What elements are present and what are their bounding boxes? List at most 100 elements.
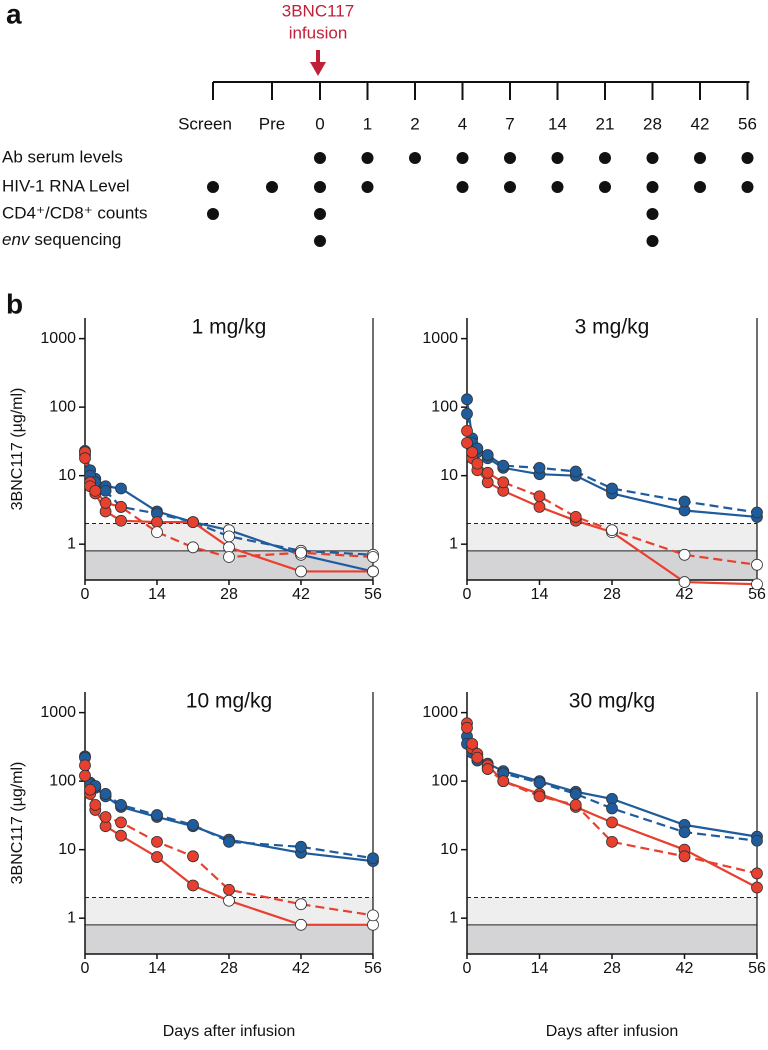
- data-point: [569, 465, 582, 478]
- data-point: [295, 918, 307, 931]
- series-line: [465, 727, 758, 875]
- schedule-dot: [551, 152, 564, 164]
- schedule-dot: [314, 181, 326, 193]
- schedule-dot: [646, 152, 659, 164]
- data-point: [461, 393, 473, 406]
- data-point: [151, 516, 163, 528]
- data-point: [79, 759, 91, 772]
- data-point: [99, 788, 112, 800]
- schedule-dot: [314, 235, 326, 247]
- data-point: [751, 558, 763, 571]
- data-point: [367, 852, 379, 865]
- x-tick-label: 42: [676, 960, 694, 977]
- y-tick-label: 1000: [40, 330, 76, 347]
- schedule-dot: [646, 208, 659, 220]
- timepoint-label: 14: [548, 114, 567, 133]
- data-point: [295, 898, 307, 911]
- schedule-dot: [504, 152, 516, 164]
- data-point: [367, 565, 379, 578]
- data-point: [187, 818, 199, 831]
- row-label-italic: env: [2, 230, 31, 249]
- data-point: [569, 511, 582, 523]
- x-tick-label: 42: [292, 586, 310, 603]
- y-tick-label: 100: [431, 398, 458, 415]
- chart-title: 3 mg/kg: [575, 316, 650, 339]
- timepoint-label: Screen: [178, 114, 232, 133]
- data-point: [481, 763, 494, 775]
- schedule-dot: [646, 235, 659, 247]
- data-point: [295, 565, 307, 578]
- chart-title: 30 mg/kg: [569, 690, 655, 713]
- x-tick-label: 0: [81, 586, 90, 603]
- data-point: [461, 437, 473, 449]
- row-label: CD4⁺/CD8⁺ counts: [2, 203, 148, 222]
- data-point: [115, 799, 127, 811]
- x-tick-label: 14: [148, 960, 166, 977]
- y-tick-label: 1000: [422, 330, 458, 347]
- data-point: [606, 524, 618, 537]
- data-point: [187, 516, 199, 528]
- data-point: [751, 578, 763, 591]
- arrow-label: infusion: [289, 23, 348, 42]
- data-point: [223, 530, 235, 543]
- data-point: [151, 835, 163, 848]
- timepoint-label: 1: [363, 114, 372, 133]
- data-point: [533, 776, 546, 789]
- data-point: [295, 840, 307, 853]
- y-tick-label: 10: [58, 467, 76, 484]
- schedule-dot: [551, 181, 564, 193]
- schedule-dot: [694, 181, 706, 193]
- schedule-dot: [207, 208, 219, 220]
- schedule-dot: [361, 152, 374, 164]
- data-point: [533, 790, 546, 803]
- schedule-dot: [456, 181, 469, 193]
- band-dark: [467, 924, 757, 954]
- arrow-label: 3BNC117: [282, 1, 354, 20]
- schedule-dot: [741, 152, 754, 164]
- x-tick-label: 56: [364, 586, 382, 603]
- y-tick-label: 1000: [422, 704, 458, 721]
- panel-label: b: [6, 288, 23, 319]
- schedule-dot: [694, 152, 706, 164]
- data-point: [481, 466, 494, 479]
- data-point: [466, 446, 479, 459]
- row-label: Ab serum levels: [2, 147, 123, 166]
- data-point: [89, 484, 102, 497]
- data-point: [678, 850, 691, 863]
- y-tick-label: 1: [449, 909, 458, 926]
- x-axis-label: Days after infusion: [163, 1023, 296, 1040]
- data-point: [751, 867, 763, 880]
- x-tick-label: 28: [220, 586, 238, 603]
- data-point: [466, 737, 479, 750]
- schedule-dot: [409, 152, 421, 164]
- data-point: [461, 721, 473, 734]
- data-point: [497, 476, 510, 489]
- data-point: [569, 799, 582, 811]
- chart-title: 10 mg/kg: [186, 690, 272, 713]
- data-point: [223, 551, 235, 563]
- data-point: [151, 526, 163, 539]
- data-point: [461, 407, 473, 420]
- data-point: [223, 883, 235, 896]
- series-line: [83, 454, 374, 556]
- y-axis-label: 3BNC117 (µg/ml): [9, 388, 26, 511]
- data-point: [99, 497, 112, 509]
- y-tick-label: 10: [58, 841, 76, 858]
- data-point: [481, 449, 494, 461]
- data-point: [367, 909, 379, 922]
- timepoint-label: 56: [738, 114, 757, 133]
- data-point: [99, 811, 112, 823]
- timepoint-label: 0: [315, 114, 324, 133]
- panel-label: a: [6, 0, 22, 29]
- data-point: [115, 514, 127, 527]
- data-point: [533, 461, 546, 474]
- data-point: [295, 546, 307, 559]
- data-point: [751, 834, 763, 847]
- data-point: [751, 506, 763, 519]
- x-tick-label: 0: [81, 960, 90, 977]
- timepoint-label: 28: [643, 114, 662, 133]
- x-tick-label: 56: [748, 960, 766, 977]
- data-point: [606, 816, 618, 829]
- band-light: [467, 897, 757, 925]
- y-tick-label: 10: [440, 841, 458, 858]
